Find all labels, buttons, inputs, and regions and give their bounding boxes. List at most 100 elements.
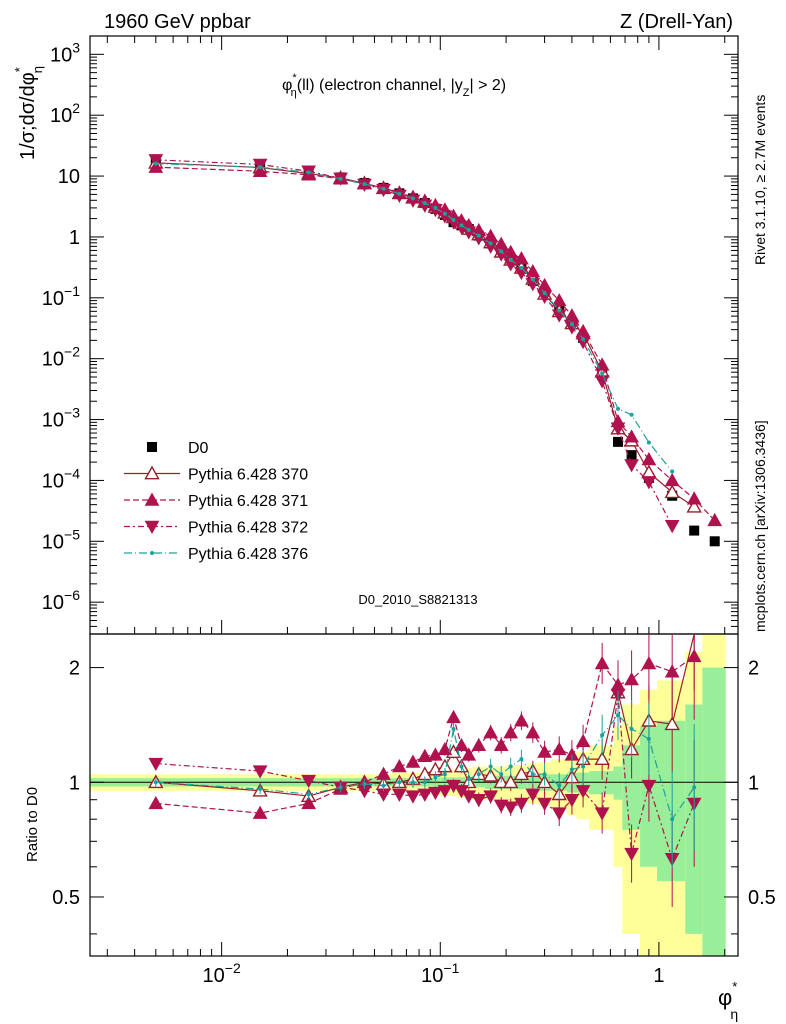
point-2-19 <box>525 264 541 278</box>
y-tick-label-2: 10 <box>58 166 80 188</box>
series-line-4 <box>155 163 673 472</box>
chart-title-sub: η <box>291 87 297 99</box>
ratio-point-2-23 <box>575 733 591 748</box>
ratio-point-2-13 <box>461 747 477 761</box>
ratio-point-4-23 <box>581 764 586 769</box>
chart-title-ysub: Z <box>463 87 470 99</box>
ratio-point-4-20 <box>542 772 547 777</box>
point-2-28 <box>664 472 680 487</box>
legend-marker-4 <box>150 551 154 555</box>
point-2-17 <box>503 244 519 258</box>
ratio-point-2-24 <box>594 655 610 670</box>
ratio-point-4-1 <box>258 787 263 792</box>
ratio-point-2-15 <box>483 725 499 739</box>
point-1-29 <box>686 498 702 513</box>
point-2-18 <box>514 251 529 265</box>
ratio-point-2-20 <box>537 744 552 758</box>
point-4-5 <box>381 186 386 191</box>
band-inner-30 <box>702 667 726 956</box>
ratio-tick-label-right-0: 0.5 <box>748 887 776 909</box>
point-3-15 <box>483 240 499 254</box>
x-axis-label-sup: * <box>732 979 737 994</box>
legend-marker-2 <box>144 492 160 506</box>
point-2-15 <box>483 228 499 242</box>
x-axis-label: φ* η <box>718 979 738 1022</box>
ratio-point-3-19 <box>525 788 541 802</box>
legend: D0 Pythia 6.428 370 Pythia 6.428 371 Pythia… <box>124 440 308 563</box>
y-tick-label-3-base: 1 <box>69 227 80 249</box>
header-right: Z (Drell-Yan) <box>620 11 733 33</box>
ratio-point-2-26 <box>624 672 639 686</box>
ratio-point-1-17 <box>503 774 519 789</box>
y-tick-label-4-base: 10 <box>42 288 64 310</box>
point-4-8 <box>422 201 427 206</box>
ratio-point-3-6 <box>392 788 407 802</box>
side-label-top: Rivet 3.1.10, ≥ 2.7M events <box>752 95 768 265</box>
point-0-25 <box>613 436 624 447</box>
ratio-point-3-10 <box>437 785 453 799</box>
point-4-27 <box>646 440 651 445</box>
y-axis-label-main: 1/σ;dσ/dφ <box>17 72 39 160</box>
y-tick-label-1-base: 10 <box>50 105 72 127</box>
y-tick-label-0-exp: 3 <box>72 39 80 55</box>
ratio-point-4-18 <box>519 757 524 762</box>
x-tick-label-2-base: 1 <box>653 965 664 987</box>
ratio-point-3-8 <box>417 788 433 802</box>
ratio-point-3-15 <box>483 790 499 804</box>
ratio-point-4-11 <box>451 726 456 731</box>
ratio-point-4-5 <box>381 783 386 788</box>
y-tick-label-9-base: 10 <box>42 592 64 614</box>
ratio-point-2-2 <box>301 795 316 810</box>
x-tick-label-2: 1 <box>653 965 664 987</box>
ratio-tick-label-1: 1 <box>69 772 80 794</box>
ratio-point-4-12 <box>459 764 464 769</box>
ratio-point-4-8 <box>422 780 427 785</box>
ratio-point-4-27 <box>646 736 651 741</box>
ratio-point-2-16 <box>493 737 509 752</box>
ratio-point-3-14 <box>471 794 487 808</box>
ratio-point-2-18 <box>514 713 529 727</box>
point-4-6 <box>397 191 402 196</box>
ratio-point-3-20 <box>537 797 552 811</box>
point-4-25 <box>616 406 621 411</box>
ratio-point-4-21 <box>557 783 562 788</box>
ratio-point-2-0 <box>148 795 164 810</box>
series-line-1 <box>155 162 695 508</box>
point-4-0 <box>153 161 158 166</box>
point-3-14 <box>471 232 487 246</box>
x-axis-label-main: φ <box>718 985 732 1010</box>
ratio-point-4-3 <box>338 785 343 790</box>
y-tick-label-9: 10−6 <box>42 587 80 614</box>
point-4-9 <box>433 205 438 210</box>
y-tick-label-4: 10−1 <box>42 283 80 310</box>
x-tick-label-1-base: 10 <box>421 965 443 987</box>
point-3-1 <box>252 158 268 173</box>
ratio-point-2-17 <box>503 725 519 739</box>
ratio-point-4-13 <box>466 777 471 782</box>
point-4-19 <box>530 277 535 282</box>
header-left: 1960 GeV ppbar <box>104 11 251 33</box>
ratio-point-4-15 <box>488 764 493 769</box>
ratio-point-3-24 <box>594 807 610 821</box>
ratio-point-2-19 <box>525 725 541 739</box>
axis-ticks: 10−2 10−1 110310210110−110−210−310−410−510… <box>42 35 776 987</box>
point-4-23 <box>581 337 586 342</box>
ratio-point-4-17 <box>508 764 513 769</box>
y-axis-label: 1/σ;dσ/dφ* η <box>12 66 45 160</box>
point-4-12 <box>459 223 464 228</box>
point-4-21 <box>557 308 562 313</box>
point-1-27 <box>641 464 657 479</box>
y-tick-label-2-base: 10 <box>58 166 80 188</box>
point-3-28 <box>664 520 680 534</box>
point-4-28 <box>670 469 675 474</box>
ratio-point-3-26 <box>624 847 639 862</box>
ratio-point-4-4 <box>362 781 367 786</box>
point-4-15 <box>488 241 493 246</box>
ratio-point-2-5 <box>376 766 391 780</box>
point-4-13 <box>466 228 471 233</box>
x-tick-label-0-base: 10 <box>203 965 225 987</box>
point-3-25 <box>610 422 626 436</box>
point-4-3 <box>338 176 343 181</box>
ratio-tick-label-0: 0.5 <box>52 887 80 909</box>
y-tick-label-4-exp: −1 <box>64 283 80 299</box>
